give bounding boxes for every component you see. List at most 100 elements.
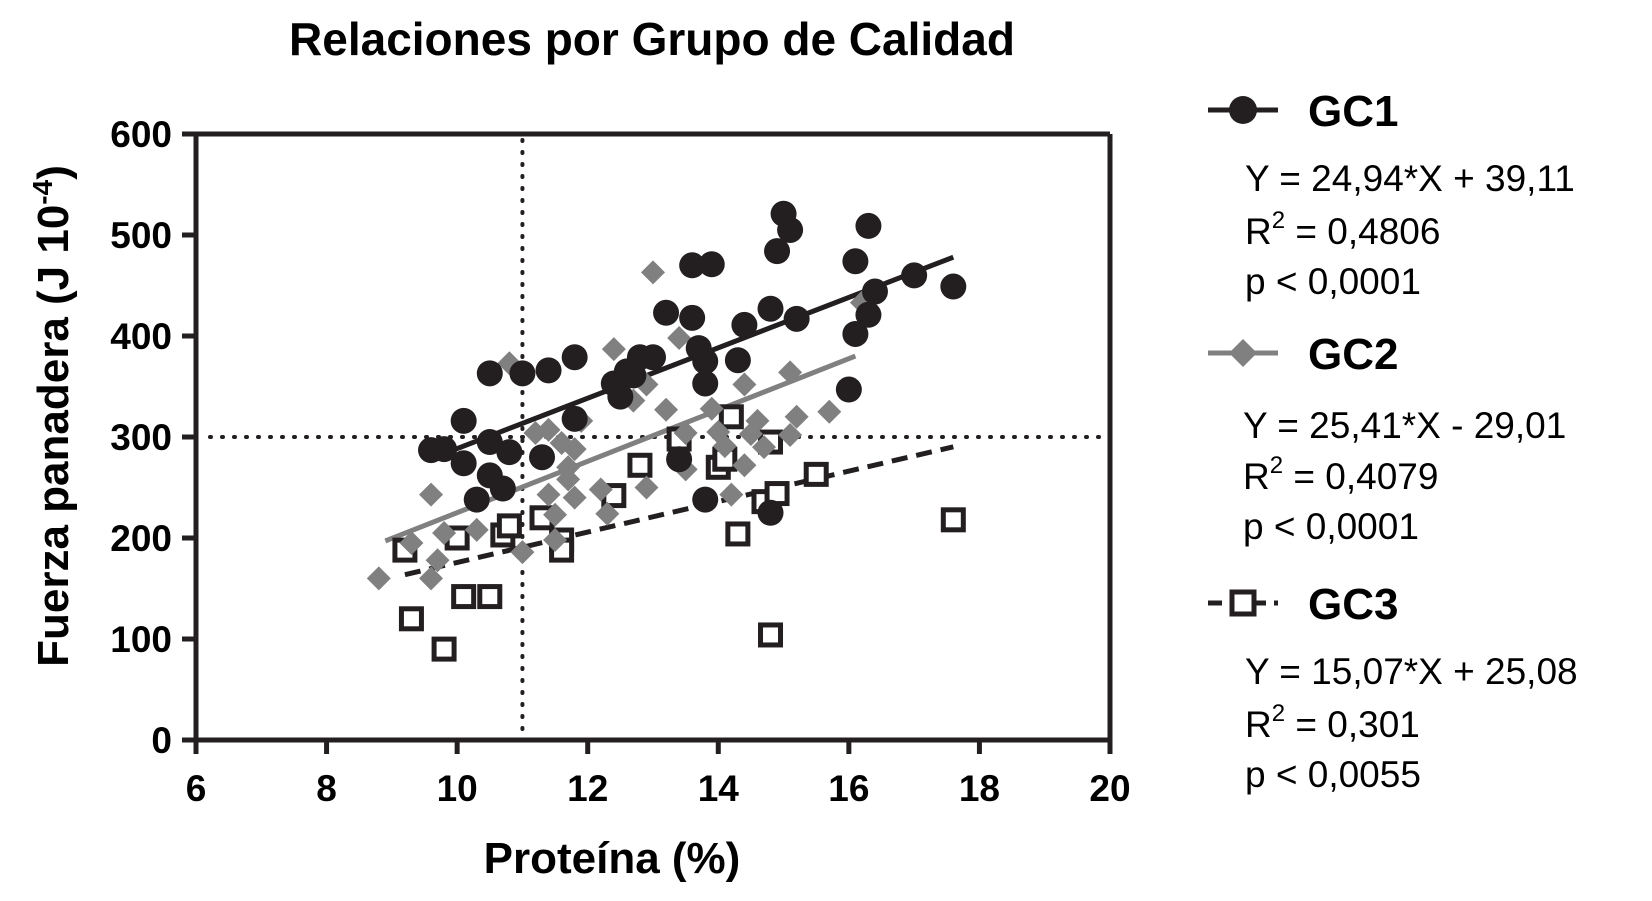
point-gc2 <box>536 482 561 507</box>
point-gc2 <box>399 531 424 556</box>
legend-p-gc2: p < 0,0001 <box>1243 506 1419 547</box>
y-axis-ticks: 0 100 200 300 400 500 600 <box>110 114 196 761</box>
x-tick-label: 10 <box>437 768 478 809</box>
point-gc3 <box>451 584 477 610</box>
points-gc1 <box>418 200 967 526</box>
point-gc2 <box>719 482 744 507</box>
point-gc2 <box>712 434 737 459</box>
point-gc1 <box>692 348 719 375</box>
point-gc2 <box>699 396 724 421</box>
point-gc1 <box>529 444 556 471</box>
points-gc2 <box>366 260 874 591</box>
point-gc1 <box>509 360 536 387</box>
legend-r2-label-gc2: R <box>1243 456 1270 497</box>
point-gc3 <box>803 461 829 487</box>
legend-entry-gc3: GC3 Y = 15,07*X + 25,08 R2 = 0,301 p < 0… <box>1208 580 1578 795</box>
point-gc1 <box>679 252 706 279</box>
point-gc1 <box>561 344 588 371</box>
legend-p-gc3: p < 0,0055 <box>1245 754 1421 795</box>
point-gc3 <box>496 513 522 539</box>
point-gc1 <box>450 450 477 477</box>
point-gc2 <box>751 435 776 460</box>
point-gc1 <box>489 475 516 502</box>
point-gc2 <box>634 475 659 500</box>
legend-equation-gc2: Y = 25,41*X - 29,01 <box>1243 405 1566 446</box>
legend-equation-gc3: Y = 15,07*X + 25,08 <box>1245 651 1578 692</box>
point-gc1 <box>692 370 719 397</box>
point-gc2 <box>732 453 757 478</box>
point-gc1 <box>561 405 588 432</box>
point-gc2 <box>667 326 692 351</box>
legend-label-gc2: GC2 <box>1308 330 1398 379</box>
legend-r2-gc3: R2 = 0,301 <box>1245 700 1420 745</box>
x-tick-label: 16 <box>828 768 869 809</box>
legend-r2-sup-gc2: 2 <box>1270 452 1283 479</box>
point-gc2 <box>595 501 620 526</box>
legend-p-gc1: p < 0,0001 <box>1245 261 1421 302</box>
point-gc2 <box>732 372 757 397</box>
plot-area <box>193 131 1113 743</box>
x-tick-label: 12 <box>567 768 608 809</box>
point-gc1 <box>692 486 719 513</box>
point-gc2 <box>641 260 665 285</box>
point-gc3 <box>398 606 424 632</box>
point-gc3 <box>758 622 784 648</box>
reference-lines <box>208 138 1110 742</box>
point-gc1 <box>842 320 869 347</box>
point-gc1 <box>783 305 810 332</box>
point-gc1 <box>535 357 562 384</box>
point-gc2 <box>562 437 587 462</box>
point-gc1 <box>731 311 758 338</box>
point-gc3 <box>725 521 751 547</box>
y-tick-label: 100 <box>110 619 172 660</box>
point-gc1 <box>764 238 791 265</box>
point-gc3 <box>940 507 966 533</box>
legend-marker-gc2 <box>1229 339 1257 367</box>
point-gc1 <box>679 304 706 331</box>
legend-r2-value-gc1: = 0,4806 <box>1285 211 1440 252</box>
chart-title: Relaciones por Grupo de Calidad <box>289 13 1015 65</box>
legend-r2-gc1: R2 = 0,4806 <box>1245 207 1440 252</box>
legend-r2-gc2: R2 = 0,4079 <box>1243 452 1438 497</box>
point-gc1 <box>640 344 666 371</box>
y-tick-label: 0 <box>151 720 172 761</box>
point-gc1 <box>450 407 477 434</box>
legend-r2-label-gc1: R <box>1245 211 1272 252</box>
point-gc1 <box>901 262 928 289</box>
point-gc1 <box>496 439 523 466</box>
legend: GC1 Y = 24,94*X + 39,11 R2 = 0,4806 p < … <box>1208 87 1578 795</box>
point-gc1 <box>940 273 967 300</box>
point-gc1 <box>724 347 751 374</box>
x-tick-label: 6 <box>186 768 207 809</box>
point-gc1 <box>835 376 862 403</box>
point-gc2 <box>543 502 568 527</box>
y-tick-label: 600 <box>110 114 172 155</box>
legend-marker-gc1 <box>1229 96 1257 124</box>
point-gc1 <box>861 278 888 305</box>
x-tick-label: 8 <box>316 768 337 809</box>
point-gc2 <box>432 520 457 545</box>
legend-r2-value-gc3: = 0,301 <box>1285 704 1420 745</box>
legend-r2-sup-gc1: 2 <box>1272 207 1285 234</box>
point-gc1 <box>855 301 882 328</box>
point-gc2 <box>536 417 561 442</box>
x-axis-title: Proteína (%) <box>484 834 741 883</box>
x-tick-label: 18 <box>959 768 1000 809</box>
point-gc2 <box>556 455 581 480</box>
point-gc1 <box>855 212 882 239</box>
point-gc2 <box>778 360 803 385</box>
point-gc2 <box>654 397 679 422</box>
point-gc1 <box>431 436 458 463</box>
point-gc2 <box>543 528 568 553</box>
data-points <box>366 200 967 662</box>
fit-line-gc2 <box>384 353 857 544</box>
legend-equation-gc1: Y = 24,94*X + 39,11 <box>1245 158 1575 199</box>
point-gc3 <box>627 452 653 478</box>
point-gc3 <box>477 584 503 610</box>
legend-entry-gc2: GC2 Y = 25,41*X - 29,01 R2 = 0,4079 p < … <box>1208 330 1566 547</box>
point-gc2 <box>673 420 698 445</box>
point-gc1 <box>698 251 725 278</box>
y-axis-title-close: ) <box>29 165 78 180</box>
point-gc2 <box>556 467 581 492</box>
y-tick-label: 200 <box>110 518 172 559</box>
